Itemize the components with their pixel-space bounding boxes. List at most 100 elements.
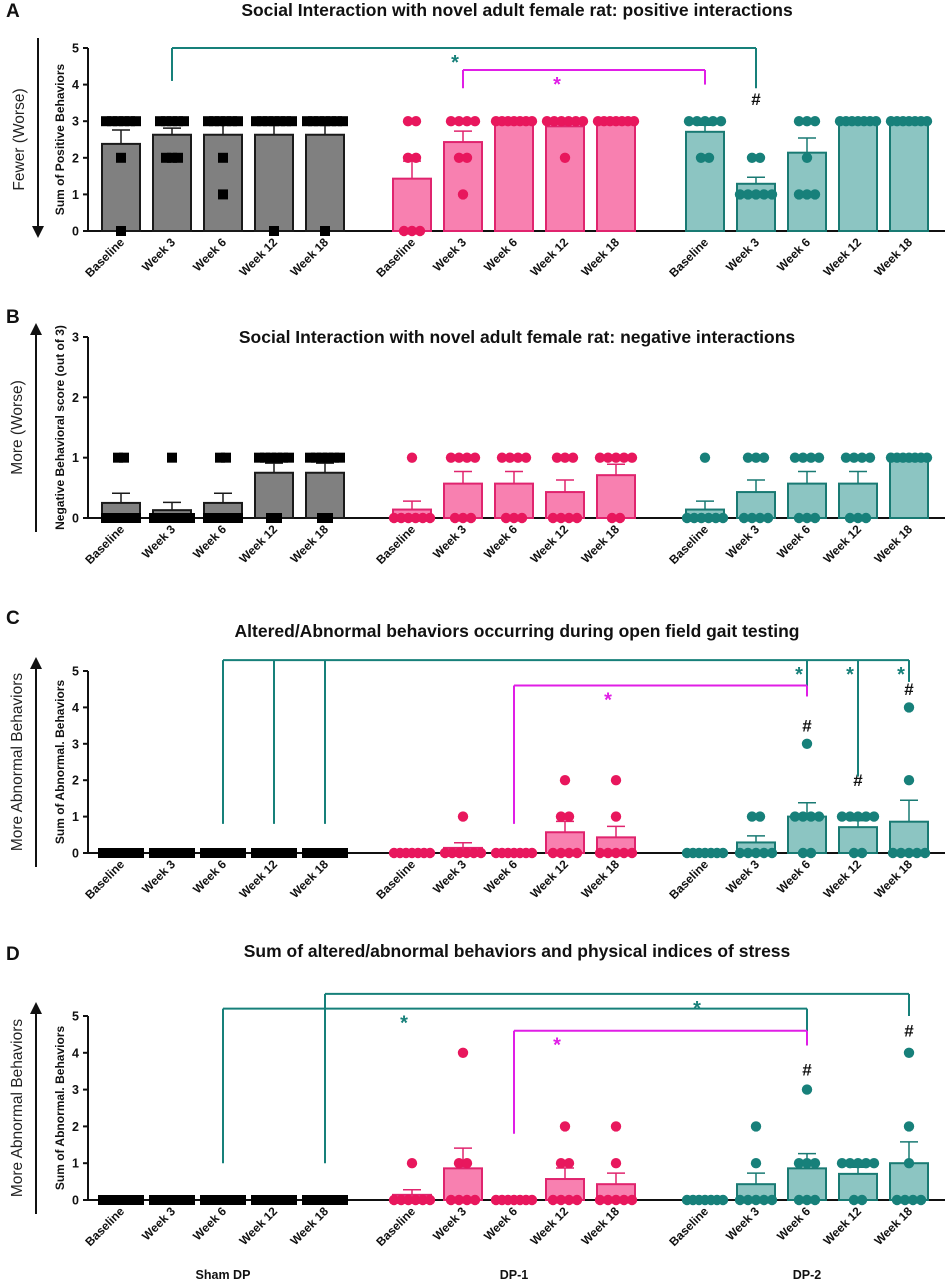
data-point [696,512,707,524]
y-tick-label: 0 [72,512,79,526]
data-point [734,1194,746,1206]
data-point [461,116,473,127]
data-point [618,1194,630,1206]
data-point [457,189,469,200]
data-point [272,513,282,523]
data-point [266,513,276,523]
data-point [131,513,141,523]
bar [305,133,345,233]
x-category-label: Week 6 [190,235,229,274]
data-point [717,512,729,524]
data-point [809,189,821,200]
data-point [707,116,719,127]
data-point [628,116,640,127]
x-category-label: Week 12 [820,522,864,566]
data-point [789,811,801,822]
data-point [254,452,264,463]
data-point [594,1194,606,1206]
data-point [703,512,714,524]
x-category-label: Baseline [373,857,418,902]
data-point [414,225,426,237]
x-category-label: Week 3 [723,857,762,896]
data-point [417,512,428,524]
data-point [317,848,328,858]
x-category-label: Week 3 [139,522,178,561]
data-point [179,116,189,127]
data-point [870,116,882,127]
data-point [410,116,422,127]
data-point [848,847,860,859]
data-point [618,847,630,859]
data-point [738,512,750,524]
data-point [169,848,180,858]
hash-annotation: # [904,680,914,699]
data-point [225,1195,236,1205]
data-point [103,1195,114,1205]
data-point [251,848,261,858]
data-point [263,116,273,127]
y-axis-label: Sum of Abnormal. Behaviors [53,680,67,845]
data-point [307,848,318,858]
data-point [320,116,330,127]
data-point [461,152,473,163]
data-point [203,116,213,127]
hash-annotation: # [853,771,863,790]
data-point [547,1194,559,1206]
data-point [417,1194,428,1206]
data-point [758,452,770,463]
data-point [526,1194,538,1206]
data-point [203,513,213,523]
data-point [766,1194,778,1206]
panel-letter: D [6,944,20,965]
significance-star: * [400,1013,408,1035]
data-point [406,1158,418,1169]
x-category-label: Week 3 [723,522,762,561]
data-point [269,116,279,127]
significance-star: * [846,664,854,686]
data-point [251,116,261,127]
y-tick-label: 2 [72,151,79,165]
x-category-label: Week 18 [871,235,915,279]
x-category-label: Week 6 [190,1204,229,1243]
data-point [113,116,123,127]
y-tick-label: 5 [72,665,79,679]
x-category-label: Baseline [82,857,127,902]
data-point [312,1195,323,1205]
data-point [610,847,622,859]
data-point [185,1195,195,1205]
data-point [864,452,876,463]
data-point [311,452,321,463]
data-point [266,452,276,463]
data-point [571,1194,583,1206]
data-point [563,1194,575,1206]
y-tick-label: 1 [72,810,79,824]
side-label: More (Worse) [9,380,26,474]
bar [838,826,878,855]
data-point [457,512,469,524]
bar [596,474,636,519]
data-point [868,811,880,822]
data-point [547,512,559,524]
bar [685,130,725,232]
data-point [113,513,123,523]
data-point [98,1195,108,1205]
data-point [230,1195,241,1205]
data-point [555,811,567,822]
data-point [766,847,778,859]
data-point [899,1194,911,1206]
data-point [610,452,622,463]
x-category-label: Week 12 [820,857,864,901]
bar [392,177,432,233]
data-point [227,116,237,127]
data-point [453,1158,465,1169]
data-point [164,1195,175,1205]
data-point [169,1195,180,1205]
data-point [323,452,333,463]
panel-title: Social Interaction with novel adult fema… [241,0,793,20]
data-point [322,848,333,858]
x-category-label: Baseline [373,235,418,280]
data-point [396,1194,407,1206]
data-point [307,1195,318,1205]
x-category-label: Baseline [666,235,711,280]
data-point [402,152,414,163]
